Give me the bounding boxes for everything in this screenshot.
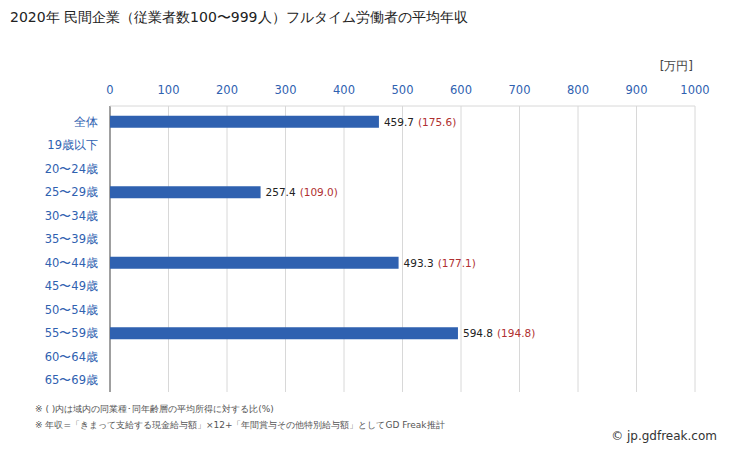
- footnote: ※ ( )内は域内の同業種･同年齢層の平均所得に対する比(%): [35, 404, 274, 414]
- tick-label: 800: [567, 83, 589, 97]
- source: © jp.gdfreak.com: [611, 429, 717, 443]
- bar: [110, 116, 379, 128]
- grid-line: [227, 106, 228, 392]
- tick-label: 700: [509, 83, 531, 97]
- tick-label: 1000: [680, 83, 709, 97]
- bar: [110, 257, 399, 269]
- bar: [110, 186, 261, 198]
- tick-label: 400: [333, 83, 355, 97]
- ratio-label: (194.8): [497, 327, 535, 339]
- bar: [110, 327, 458, 339]
- category-label: 30〜34歳: [45, 209, 98, 223]
- category-label: 60〜64歳: [45, 350, 98, 364]
- category-label: 35〜39歳: [45, 232, 98, 246]
- grid-line: [344, 106, 345, 392]
- category-label: 20〜24歳: [45, 162, 98, 176]
- data-label: 594.8: [463, 327, 493, 339]
- axis-line: [110, 106, 111, 392]
- grid-line: [461, 106, 462, 392]
- grid-line: [519, 106, 520, 392]
- data-label: 493.3: [404, 257, 434, 269]
- category-label: 40〜44歳: [45, 256, 98, 270]
- bars: [110, 116, 458, 340]
- data-label: 459.7: [384, 116, 414, 128]
- category-label: 25〜29歳: [45, 185, 98, 199]
- chart: 2020年 民間企業（従業者数100〜999人）フルタイム労働者の平均年収 [万円…: [0, 0, 729, 451]
- grid-line: [402, 106, 403, 392]
- tick-label: 300: [275, 83, 297, 97]
- category-label: 65〜69歳: [45, 373, 98, 387]
- grid-line: [578, 106, 579, 392]
- ratio-label: (177.1): [438, 257, 476, 269]
- axis-line: [110, 106, 695, 107]
- tick-label: 200: [216, 83, 238, 97]
- tick-label: 600: [450, 83, 472, 97]
- category-label: 45〜49歳: [45, 279, 98, 293]
- category-label: 19歳以下: [47, 138, 98, 152]
- category-label: 全体: [74, 115, 98, 129]
- tick-label: 0: [106, 83, 113, 97]
- tick-label: 500: [392, 83, 414, 97]
- unit-label: [万円]: [660, 59, 693, 73]
- footnote: ※ 年収=「きまって支給する現金給与額」×12+「年間賞与その他特別給与額」とし…: [35, 420, 445, 430]
- tick-label: 100: [158, 83, 180, 97]
- grid-line: [168, 106, 169, 392]
- ratio-label: (175.6): [418, 116, 456, 128]
- category-label: 55〜59歳: [45, 326, 98, 340]
- category-label: 50〜54歳: [45, 303, 98, 317]
- grid-line: [110, 106, 111, 392]
- grid-line: [695, 106, 696, 392]
- grid-line: [285, 106, 286, 392]
- data-label: 257.4: [266, 186, 296, 198]
- title: 2020年 民間企業（従業者数100〜999人）フルタイム労働者の平均年収: [10, 9, 468, 25]
- ratio-label: (109.0): [300, 186, 338, 198]
- tick-label: 900: [626, 83, 648, 97]
- grid-line: [636, 106, 637, 392]
